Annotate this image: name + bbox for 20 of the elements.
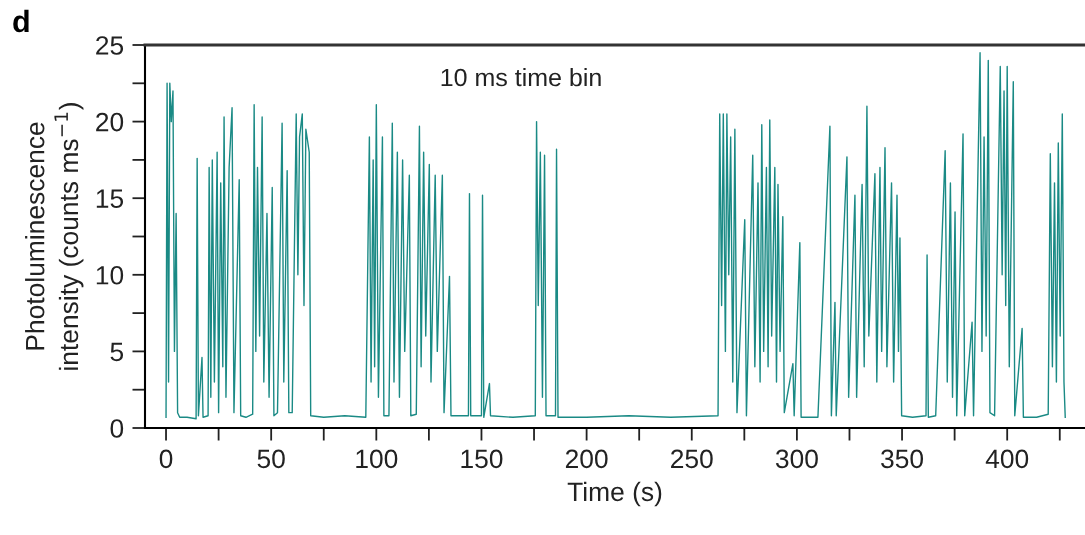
x-tick-label: 350 [881,449,924,469]
x-tick-label: 400 [985,449,1029,469]
y-tick-label: 10 [96,265,124,285]
x-tick-label: 200 [565,449,608,469]
x-tick-label: 300 [775,449,818,469]
line-series [165,51,1066,420]
chart-title: d [13,9,29,33]
x-tick-label: 250 [671,449,713,469]
x-tick-label: 100 [356,449,398,469]
x-tick-label: 0 [159,449,173,469]
y-tick-label: 5 [110,342,124,362]
y-tick-label: 25 [96,36,124,55]
y-tick-label: 0 [110,419,124,438]
y-tick-label: 20 [96,112,124,132]
x-tick-label: 50 [257,449,285,469]
x-axis-title: Time (s) [567,481,662,507]
y-tick-label: 15 [96,189,124,209]
y-axis-title: Photoluminescence intensity (counts ms$^{−1}$) [25,103,84,370]
x-tick-label: 150 [461,449,503,469]
annotation: 10 ms time bin [441,67,601,87]
